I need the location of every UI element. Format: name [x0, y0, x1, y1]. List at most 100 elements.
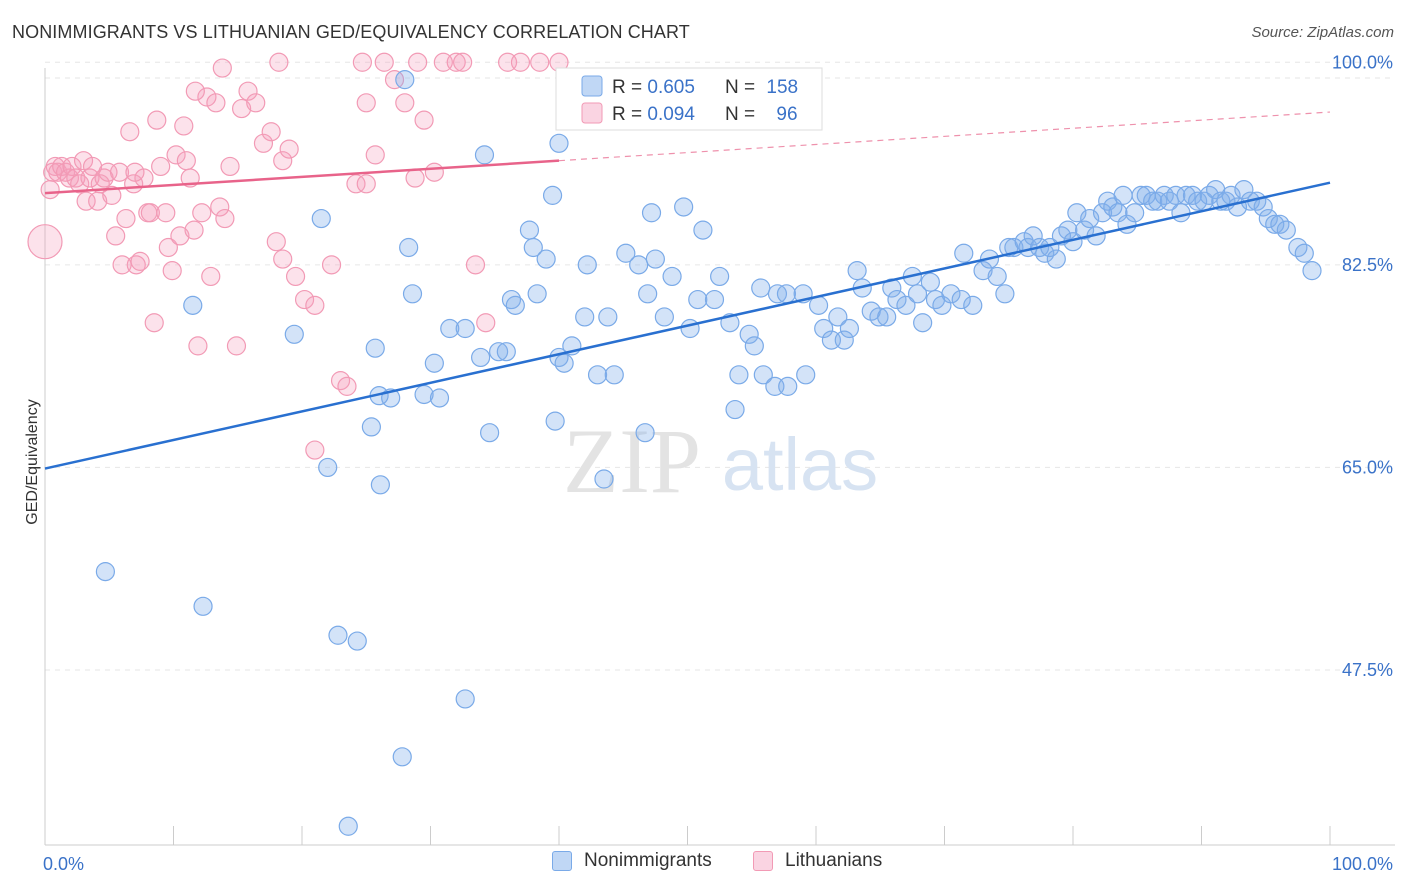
data-point-lithuanians: [446, 52, 466, 72]
data-point-nonimmigrants: [496, 342, 516, 362]
data-point-lithuanians: [106, 226, 126, 246]
data-point-lithuanians: [130, 251, 150, 271]
y-tick-label: 82.5%: [1342, 255, 1393, 275]
data-point-nonimmigrants: [1166, 185, 1186, 205]
legend-item-nonimmigrants[interactable]: Nonimmigrants: [552, 850, 712, 872]
data-point-nonimmigrants: [869, 307, 889, 327]
data-point-nonimmigrants: [480, 423, 500, 443]
data-point-nonimmigrants: [704, 289, 725, 310]
svg-text:N = 158: N = 158: [725, 77, 798, 98]
data-point-nonimmigrants: [951, 289, 971, 310]
data-point-lithuanians: [116, 208, 136, 229]
data-point-nonimmigrants: [1154, 185, 1174, 205]
data-point-lithuanians: [206, 93, 226, 113]
legend-r-value-2: 0.094: [647, 104, 695, 125]
data-point-nonimmigrants: [963, 295, 983, 315]
data-point-lithuanians: [147, 110, 167, 130]
data-point-nonimmigrants: [1092, 203, 1113, 223]
data-point-lithuanians: [246, 93, 266, 113]
data-point-lithuanians: [384, 70, 405, 90]
x-tick-label-max: 100.0%: [1332, 854, 1393, 874]
data-point-lithuanians: [305, 295, 325, 315]
data-point-nonimmigrants: [941, 284, 961, 304]
data-point-nonimmigrants: [284, 324, 304, 344]
data-point-nonimmigrants: [1058, 220, 1078, 240]
data-point-lithuanians: [226, 336, 247, 356]
data-point-lithuanians: [109, 162, 130, 182]
data-point-lithuanians: [210, 197, 230, 217]
data-point-lithuanians: [356, 93, 376, 113]
data-point-lithuanians: [408, 52, 428, 72]
data-point-nonimmigrants: [183, 295, 203, 315]
data-point-nonimmigrants: [95, 562, 115, 582]
legend-swatch-pink: [581, 102, 603, 124]
data-point-lithuanians: [273, 249, 293, 269]
data-point-lithuanians: [120, 122, 140, 142]
data-point-nonimmigrants: [987, 266, 1007, 287]
data-point-nonimmigrants: [1143, 191, 1163, 211]
data-point-nonimmigrants: [545, 411, 565, 431]
data-point-lithuanians: [185, 81, 205, 101]
data-point-nonimmigrants: [662, 266, 682, 287]
data-point-lithuanians: [356, 174, 376, 194]
data-point-lithuanians: [162, 261, 182, 281]
data-point-nonimmigrants: [193, 596, 213, 616]
data-point-nonimmigrants: [361, 417, 381, 437]
data-point-lithuanians: [337, 376, 357, 396]
data-point-nonimmigrants: [549, 133, 569, 153]
data-point-lithuanians: [424, 162, 444, 182]
data-point-lithuanians: [321, 255, 342, 275]
data-point-nonimmigrants: [347, 631, 367, 651]
data-point-nonimmigrants: [575, 307, 595, 327]
data-point-nonimmigrants: [1234, 180, 1254, 200]
data-point-nonimmigrants: [778, 376, 798, 396]
data-point-nonimmigrants: [527, 284, 547, 304]
y-tick-label: 65.0%: [1342, 457, 1393, 477]
data-point-lithuanians: [70, 174, 90, 194]
data-point-nonimmigrants: [1046, 249, 1066, 269]
legend-stats-box: R = 0.605 N = 158 R = 0.094 N = 96: [555, 67, 823, 131]
data-point-nonimmigrants: [1035, 243, 1055, 263]
data-point-nonimmigrants: [1265, 214, 1285, 234]
data-point-lithuanians: [374, 52, 394, 72]
legend-label-nonimmigrants: Nonimmigrants: [584, 850, 712, 871]
data-point-nonimmigrants: [1023, 226, 1043, 246]
data-point-nonimmigrants: [577, 255, 597, 275]
data-point-nonimmigrants: [739, 324, 759, 344]
data-point-lithuanians: [266, 232, 286, 252]
data-point-lithuanians: [285, 266, 306, 287]
data-point-lithuanians: [62, 156, 82, 177]
data-point-nonimmigrants: [471, 347, 491, 368]
data-point-nonimmigrants: [1125, 203, 1145, 223]
data-point-lithuanians: [59, 168, 80, 188]
data-point-lithuanians: [405, 168, 425, 188]
data-point-nonimmigrants: [973, 261, 993, 281]
data-point-nonimmigrants: [587, 365, 608, 385]
legend-swatch-lithuanians: [753, 851, 773, 871]
data-point-nonimmigrants: [645, 249, 665, 269]
x-tick-label-min: 0.0%: [43, 854, 84, 874]
data-point-nonimmigrants: [536, 249, 556, 269]
data-point-nonimmigrants: [877, 307, 897, 327]
data-point-lithuanians: [365, 145, 385, 165]
data-point-lithuanians: [76, 191, 96, 211]
chart-title: NONIMMIGRANTS VS LITHUANIAN GED/EQUIVALE…: [12, 22, 690, 42]
legend-swatch-blue: [581, 75, 603, 97]
data-point-nonimmigrants: [753, 365, 773, 385]
series-legend: Nonimmigrants Lithuanians: [0, 850, 1406, 878]
data-point-lithuanians: [174, 116, 194, 136]
legend-r-label-1: R =: [612, 77, 647, 98]
data-point-nonimmigrants: [328, 625, 348, 645]
legend-item-lithuanians[interactable]: Lithuanians: [753, 850, 882, 872]
legend-n-label-1: N =: [725, 77, 760, 98]
data-point-nonimmigrants: [995, 284, 1015, 304]
trend-line-lithuanians-extension: [558, 111, 1331, 162]
data-point-lithuanians: [40, 180, 60, 200]
data-point-nonimmigrants: [729, 365, 749, 385]
data-point-lithuanians: [279, 139, 299, 159]
data-point-nonimmigrants: [1302, 261, 1322, 281]
legend-r-label-2: R =: [612, 104, 647, 125]
data-point-nonimmigrants: [629, 255, 649, 275]
data-point-nonimmigrants: [1176, 185, 1196, 205]
